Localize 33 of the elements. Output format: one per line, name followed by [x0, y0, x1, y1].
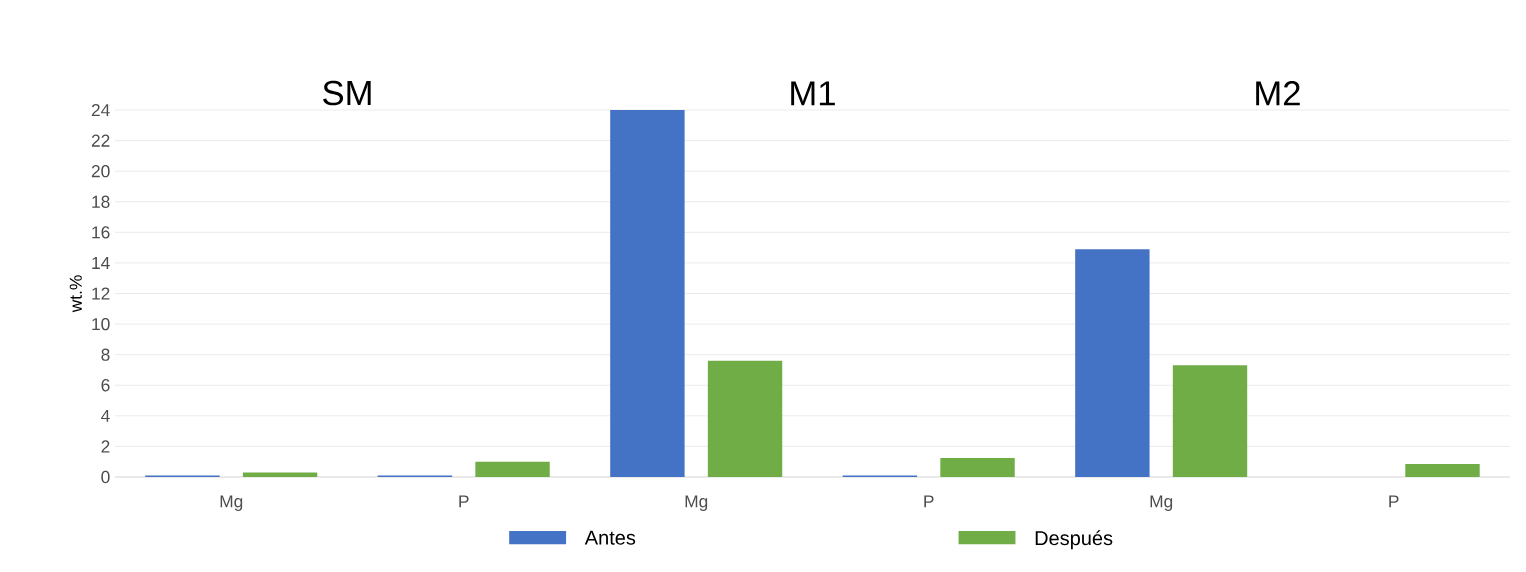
- text: SM: [323, 80, 371, 106]
- legend-label: Antes: [584, 530, 636, 545]
- x-tick-label: P: [459, 495, 469, 508]
- bar: [1405, 464, 1480, 477]
- y-tick-label: 18: [92, 195, 110, 208]
- bar: [707, 360, 783, 477]
- y-tick-label: 14: [92, 256, 110, 269]
- x-tick-label: Mg: [685, 495, 708, 511]
- x-tick-label: P: [924, 495, 934, 508]
- bar: [940, 457, 1015, 477]
- y-tick-label: 24: [91, 103, 110, 117]
- y-tick-label: 8: [101, 348, 110, 361]
- text: M2: [1256, 81, 1300, 106]
- y-tick-label: 20: [91, 165, 110, 178]
- y-tick-label: 22: [91, 134, 110, 147]
- bar: [242, 472, 318, 477]
- y-tick-label: 0: [101, 470, 110, 484]
- bar: [1172, 365, 1248, 477]
- y-axis-title: wt.%: [69, 275, 82, 313]
- y-tick-label: 12: [92, 287, 110, 300]
- y-tick-label: 6: [101, 379, 110, 392]
- y-tick-label: 10: [92, 317, 110, 331]
- x-tick-label: P: [1389, 495, 1399, 508]
- y-tick-label: 2: [101, 440, 110, 453]
- bar: [610, 110, 685, 477]
- y-tick-label: 4: [101, 409, 110, 422]
- bar: [1075, 249, 1150, 477]
- bar: [475, 461, 550, 477]
- y-tick-label: 16: [92, 226, 110, 239]
- x-tick-label: Mg: [220, 495, 243, 511]
- x-tick-label: Mg: [1150, 495, 1173, 511]
- text: M1: [791, 81, 835, 106]
- legend-label: Después: [1035, 530, 1113, 550]
